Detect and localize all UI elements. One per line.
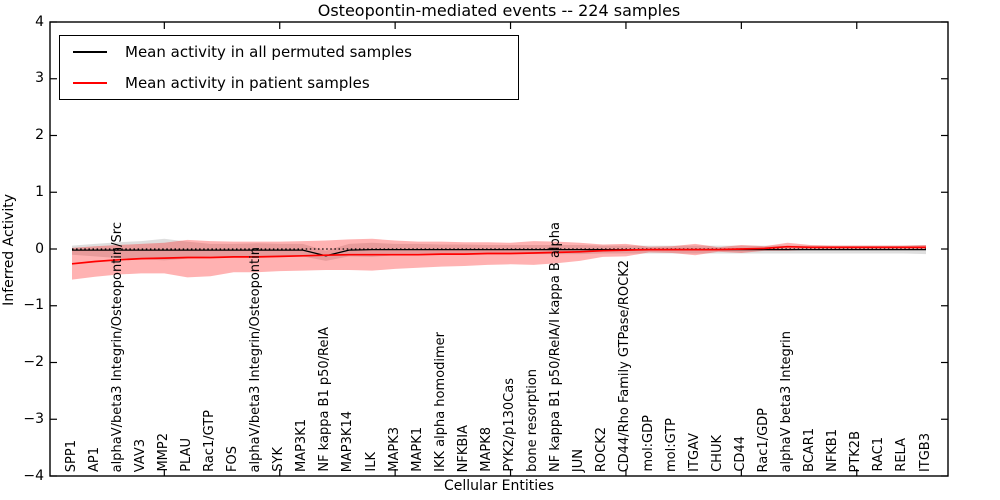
legend: Mean activity in all permuted samples Me… [59,35,519,100]
x-tick-label: alphaV beta3 Integrin [779,330,794,472]
x-tick-label: CD44 [732,436,748,472]
y-tick-label: 0 [35,240,44,257]
x-tick-label: MAPK1 [409,427,425,472]
x-tick-label: PLAU [178,438,194,472]
x-tick-label: ROCK2 [594,426,610,472]
x-tick-label: BCAR1 [802,428,818,472]
legend-label-patient: Mean activity in patient samples [125,74,370,92]
x-tick-label: ITGB3 [917,432,933,472]
y-tick-label: −3 [23,410,44,427]
x-tick-label: SPP1 [63,439,79,472]
y-tick-label: 2 [35,127,44,143]
x-tick-label: NFKBIA [455,424,471,472]
y-tick-label: 4 [35,13,44,30]
legend-label-permuted: Mean activity in all permuted samples [125,43,412,61]
x-tick-label: AP1 [86,446,102,472]
x-tick-label: mol:GDP [640,415,656,472]
x-tick-label: PYK2/p130Cas [502,378,518,472]
y-tick-label: −4 [23,467,44,484]
legend-entry-permuted: Mean activity in all permuted samples [60,37,518,68]
x-axis-label: Cellular Entities [443,478,555,494]
x-tick-label: NFKB1 [825,429,841,472]
x-tick-label: MMP2 [155,433,171,472]
x-tick-label: ITGAV [686,433,702,472]
x-tick-label: CHUK [709,435,725,472]
y-tick-label: −1 [23,297,44,314]
x-tick-label: JUN [571,448,587,472]
x-tick-label: VAV3 [132,438,148,472]
patient-line-swatch [73,82,107,84]
x-tick-label: PTK2B [848,430,864,473]
x-tick-label: RAC1 [871,437,887,472]
x-tick-label: RELA [894,438,910,472]
x-tick-label: SYK [271,447,287,472]
legend-entry-patient: Mean activity in patient samples [60,68,518,99]
x-tick-label: IKK alpha homodimer [432,332,448,472]
x-tick-label: Rac1/GTP [201,410,217,472]
x-tick-label: NF kappa B1 p50/RelA [317,327,333,472]
x-tick-label: alphaV/beta3 Integrin/Osteopontin [248,246,264,472]
x-tick-label: bone resorption [525,369,541,472]
y-tick-label: −2 [23,354,44,370]
y-tick-label: 1 [35,183,44,200]
permuted-mean-line [72,248,926,257]
patient-band [72,238,926,280]
x-tick-label: ILK [363,452,379,472]
x-tick-label: MAPK3 [386,427,402,472]
x-tick-label: mol:GTP [663,418,679,472]
x-tick-label: MAP3K14 [340,410,356,472]
x-tick-label: Rac1/GDP [755,407,771,472]
x-tick-label: NF kappa B1 p50/RelA/I kappa B alpha [548,222,564,472]
x-tick-label: FOS [225,446,241,472]
permuted-line-swatch [73,51,107,53]
x-tick-label: MAPK8 [478,427,494,472]
x-tick-label: MAP3K1 [294,418,310,472]
chart-title: Osteopontin-mediated events -- 224 sampl… [317,1,681,20]
x-tick-label: CD44/Rho Family GTPase/ROCK2 [617,259,633,472]
x-tick-label: alphaV/beta3 Integrin/Osteopontin/Src [109,221,125,472]
y-tick-label: 3 [35,70,44,87]
patient-mean-line [71,245,926,265]
